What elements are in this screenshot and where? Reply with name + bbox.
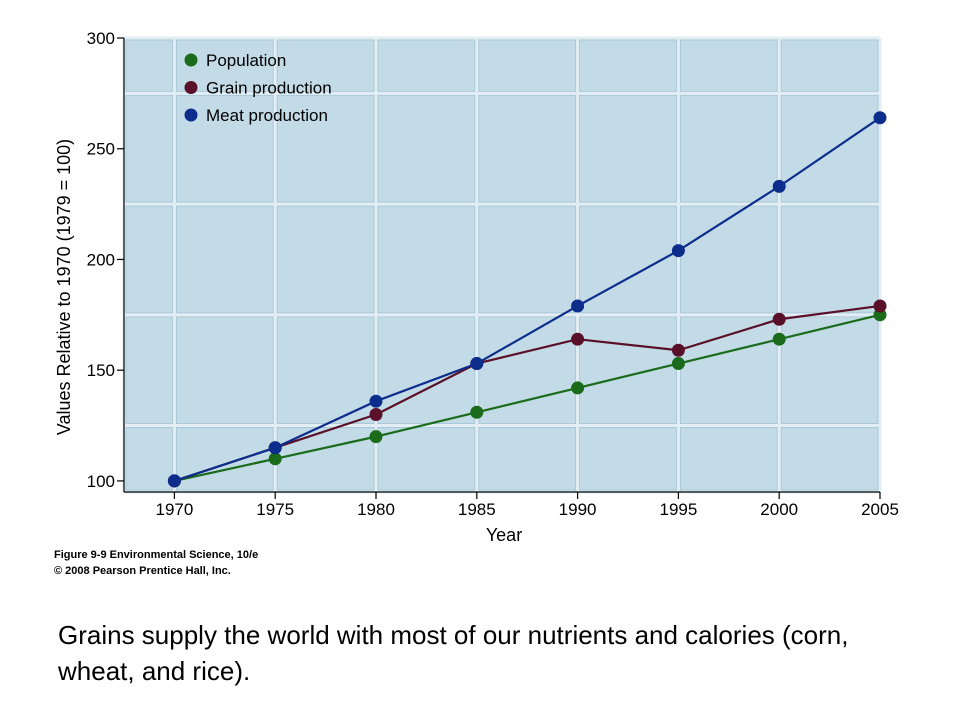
y-tick-label: 300 xyxy=(87,29,115,48)
legend: Population Grain production Meat productio… xyxy=(184,51,332,125)
x-tick-label: 1980 xyxy=(357,500,395,519)
data-point xyxy=(772,179,786,193)
grid-tile xyxy=(679,205,778,314)
y-axis-title: Values Relative to 1970 (1979 = 100) xyxy=(54,139,74,435)
grid-tile xyxy=(579,316,677,425)
grid-tile xyxy=(780,427,879,491)
grid-tile xyxy=(478,94,577,203)
grid-tile xyxy=(125,39,173,92)
grid-tile xyxy=(175,205,274,314)
grid-tile xyxy=(679,427,778,491)
data-point xyxy=(369,430,383,444)
figure-credit-copyright: © 2008 Pearson Prentice Hall, Inc. xyxy=(54,565,231,577)
grid-tile xyxy=(780,94,879,203)
grid-tile xyxy=(377,427,476,491)
legend-marker xyxy=(184,81,198,94)
grid-tile xyxy=(478,39,577,92)
grid-tile xyxy=(579,94,677,203)
figure-credit-title: Figure 9-9 Environmental Science, 10/e xyxy=(54,549,259,561)
grid-tile xyxy=(276,316,375,425)
data-point xyxy=(268,441,282,455)
data-point xyxy=(470,405,484,419)
grid-tile xyxy=(377,94,476,203)
x-tick-label: 1975 xyxy=(256,500,294,519)
data-point xyxy=(470,357,484,371)
grid-tile xyxy=(679,39,778,92)
grid-tile xyxy=(579,39,677,92)
x-tick-label: 1985 xyxy=(458,500,496,519)
x-tick-label: 1970 xyxy=(155,500,193,519)
data-point xyxy=(369,394,383,408)
data-point xyxy=(873,299,887,313)
legend-label: Population xyxy=(206,51,286,70)
y-tick-label: 200 xyxy=(87,250,115,269)
grid-tile xyxy=(125,205,173,314)
data-point xyxy=(671,357,685,371)
data-point xyxy=(772,332,786,346)
x-tick-label: 1990 xyxy=(559,500,597,519)
data-point xyxy=(369,407,383,421)
grid-tile xyxy=(175,316,274,425)
grid-tile xyxy=(125,427,173,491)
data-point xyxy=(671,244,685,258)
data-point xyxy=(571,299,585,313)
legend-label: Grain production xyxy=(206,79,332,98)
data-point xyxy=(571,332,585,346)
grid-tile xyxy=(125,94,173,203)
grid-tile xyxy=(276,94,375,203)
legend-label: Meat production xyxy=(206,106,328,125)
data-point xyxy=(671,343,685,357)
grid-tile xyxy=(780,39,879,92)
y-tick-label: 150 xyxy=(87,361,115,380)
series-line xyxy=(174,304,881,482)
x-axis-title: Year xyxy=(486,525,522,545)
tile-grid xyxy=(122,36,882,494)
data-point xyxy=(772,312,786,326)
grid-tile xyxy=(679,94,778,203)
legend-marker xyxy=(184,53,198,67)
series-line xyxy=(174,116,881,482)
grid-tile xyxy=(276,39,375,92)
legend-marker xyxy=(184,108,198,122)
data-point xyxy=(571,381,585,395)
series-layer xyxy=(167,111,887,488)
grid-tile xyxy=(478,427,577,491)
y-axis: 100 150 200 250 300 xyxy=(87,29,125,492)
data-point xyxy=(268,452,282,466)
data-point xyxy=(873,111,887,125)
grid-tile xyxy=(276,427,375,491)
x-tick-label: 1995 xyxy=(659,500,697,519)
slide-caption: Grains supply the world with most of our… xyxy=(58,620,849,686)
grid-tile xyxy=(377,205,476,314)
y-tick-label: 100 xyxy=(87,472,115,491)
grid-tile xyxy=(276,205,375,314)
x-axis: 1970 1975 1980 1985 1990 1995 2000 2005 xyxy=(124,491,899,519)
grid-tile xyxy=(679,316,778,425)
grid-tile xyxy=(478,205,577,314)
x-tick-label: 2005 xyxy=(861,500,899,519)
x-tick-label: 2000 xyxy=(760,500,798,519)
data-point xyxy=(167,474,181,488)
grid-tile xyxy=(780,205,879,314)
grid-tile xyxy=(579,427,677,491)
grid-tile xyxy=(175,427,274,491)
y-tick-label: 250 xyxy=(87,140,115,159)
grid-tile xyxy=(125,316,173,425)
grid-tile xyxy=(780,316,879,425)
series-line xyxy=(174,313,881,483)
line-chart: 100 150 200 250 300 1970 1975 1980 1985 1990 1995… xyxy=(54,29,899,545)
grid-tile xyxy=(377,39,476,92)
